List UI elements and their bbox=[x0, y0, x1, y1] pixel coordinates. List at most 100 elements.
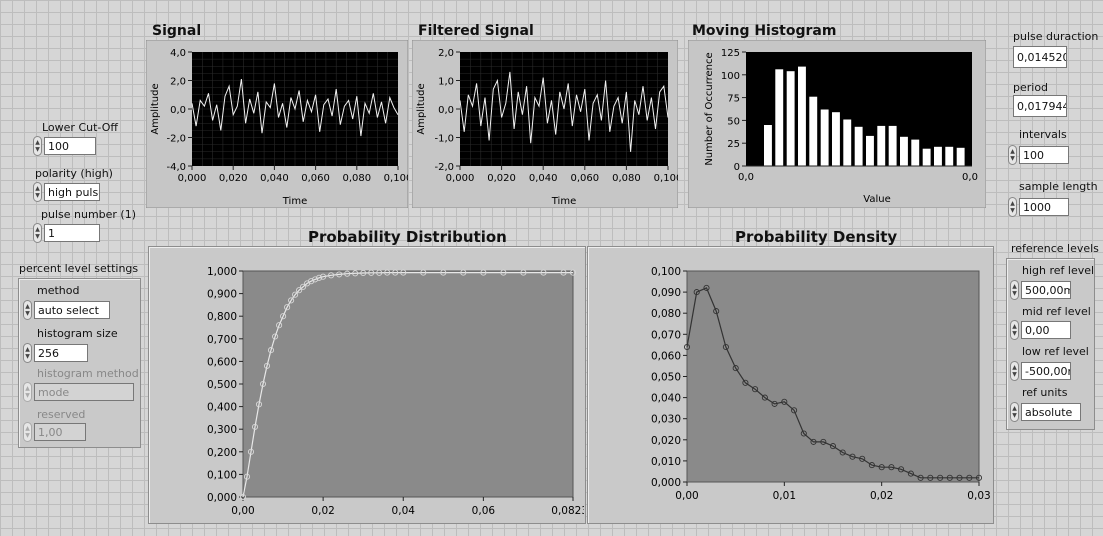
spinner-icon[interactable]: ▲ ▼ bbox=[1008, 145, 1017, 165]
y-tick-label: 1,0 bbox=[438, 77, 454, 88]
data-point bbox=[810, 438, 817, 445]
spinner-icon[interactable]: ▲ ▼ bbox=[1010, 402, 1019, 422]
lower-cutoff-label: Lower Cut-Off bbox=[42, 121, 118, 134]
mid-ref-level-input[interactable]: 0,00 bbox=[1021, 321, 1071, 339]
y-tick-label: 0,900 bbox=[207, 289, 237, 301]
pulse-number-input[interactable]: 1 bbox=[44, 224, 100, 242]
spinner-icon[interactable]: ▲ ▼ bbox=[1008, 197, 1017, 217]
polarity-label: polarity (high) bbox=[35, 167, 113, 180]
lower-cutoff-input[interactable]: 100 bbox=[44, 137, 96, 155]
spinner-icon[interactable]: ▲ ▼ bbox=[33, 223, 42, 243]
polarity-input[interactable]: high pulse bbox=[44, 183, 100, 201]
data-point bbox=[761, 394, 768, 401]
data-point bbox=[859, 455, 866, 462]
x-tick-label: 0,04 bbox=[392, 505, 416, 517]
polarity-control[interactable]: ▲ ▼ high pulse bbox=[33, 182, 100, 202]
data-line bbox=[686, 287, 979, 479]
histogram-method-control: ▲ ▼ mode bbox=[23, 382, 134, 402]
data-point bbox=[791, 407, 798, 414]
sample-length-input[interactable]: 1000 bbox=[1019, 198, 1069, 216]
data-point bbox=[888, 464, 895, 471]
data-point bbox=[693, 289, 700, 296]
high-ref-level-control[interactable]: ▲ ▼ 500,00m bbox=[1010, 280, 1071, 300]
y-tick-label: -4,0 bbox=[166, 162, 186, 173]
ref-units-control[interactable]: ▲ ▼ absolute bbox=[1010, 402, 1081, 422]
lower-cutoff-control[interactable]: ▲ ▼ 100 bbox=[33, 136, 96, 156]
sample-length-control[interactable]: ▲ ▼ 1000 bbox=[1008, 197, 1069, 217]
data-point bbox=[460, 269, 467, 276]
intervals-input[interactable]: 100 bbox=[1019, 146, 1069, 164]
high-ref-level-input[interactable]: 500,00m bbox=[1021, 281, 1071, 299]
y-tick-label: 0 bbox=[734, 162, 740, 173]
method-select[interactable]: auto select bbox=[34, 301, 110, 319]
y-tick-label: 0,000 bbox=[651, 477, 681, 489]
histogram-size-input[interactable]: 256 bbox=[34, 344, 88, 362]
spinner-icon[interactable]: ▲ ▼ bbox=[1010, 320, 1019, 340]
histogram-bar bbox=[843, 119, 852, 166]
data-point bbox=[440, 269, 447, 276]
y-tick-label: 2,0 bbox=[170, 77, 186, 88]
y-tick-label: 0,060 bbox=[651, 350, 681, 362]
y-tick-label: 0,700 bbox=[207, 334, 237, 346]
data-point bbox=[937, 474, 944, 481]
sample-length-label: sample length bbox=[1019, 180, 1098, 193]
y-tick-label: 0,080 bbox=[651, 308, 681, 320]
y-tick-label: 0,000 bbox=[207, 492, 237, 504]
data-point bbox=[560, 269, 567, 276]
histogram-size-control[interactable]: ▲ ▼ 256 bbox=[23, 343, 88, 363]
data-point bbox=[907, 470, 914, 477]
intervals-control[interactable]: ▲ ▼ 100 bbox=[1008, 145, 1069, 165]
data-point bbox=[344, 270, 351, 277]
histogram-bar bbox=[809, 96, 818, 166]
y-tick-label: 0,800 bbox=[207, 311, 237, 323]
histogram-bar bbox=[832, 112, 840, 166]
mid-ref-level-control[interactable]: ▲ ▼ 0,00 bbox=[1010, 320, 1071, 340]
spinner-icon[interactable]: ▲ ▼ bbox=[23, 343, 32, 363]
spinner-icon[interactable]: ▲ ▼ bbox=[1010, 361, 1019, 381]
low-ref-level-control[interactable]: ▲▼ -500,00m bbox=[1010, 361, 1071, 381]
data-point bbox=[247, 448, 255, 455]
x-tick-label: 0,0 bbox=[738, 172, 754, 183]
y-axis-label: Amplitude bbox=[150, 83, 161, 134]
spinner-icon[interactable]: ▲ ▼ bbox=[23, 300, 32, 320]
y-tick-label: 0,100 bbox=[651, 266, 681, 278]
x-tick-label: 0,000 bbox=[446, 173, 475, 184]
data-point bbox=[732, 365, 739, 372]
signal-trace bbox=[459, 71, 669, 152]
data-point bbox=[251, 423, 259, 430]
probability-density-title: Probability Density bbox=[735, 228, 898, 246]
histogram-bar bbox=[956, 147, 965, 166]
data-point bbox=[569, 269, 577, 276]
period-label: period bbox=[1013, 81, 1049, 94]
method-control[interactable]: ▲ ▼ auto select bbox=[23, 300, 110, 320]
histogram-method-select: mode bbox=[34, 383, 134, 401]
data-point bbox=[500, 269, 507, 276]
data-point bbox=[284, 304, 291, 311]
data-point bbox=[480, 269, 487, 276]
data-line bbox=[242, 272, 573, 498]
y-tick-label: -1,0 bbox=[434, 134, 454, 145]
low-ref-level-label: low ref level bbox=[1022, 345, 1089, 358]
y-tick-label: 75 bbox=[727, 94, 740, 105]
pulse-number-control[interactable]: ▲ ▼ 1 bbox=[33, 223, 100, 243]
low-ref-level-input[interactable]: -500,00m bbox=[1021, 362, 1071, 380]
x-tick-label: 0,020 bbox=[487, 173, 516, 184]
spinner-icon[interactable]: ▲ ▼ bbox=[33, 182, 42, 202]
data-point bbox=[336, 271, 343, 278]
data-point bbox=[400, 269, 407, 276]
y-tick-label: 0,010 bbox=[651, 456, 681, 468]
x-tick-label: 0,020 bbox=[219, 173, 248, 184]
probability-density-chart: 0,1000,0900,0800,0700,0600,0500,0400,030… bbox=[651, 266, 991, 502]
x-tick-label: 0,0 bbox=[962, 172, 978, 183]
ref-units-select[interactable]: absolute bbox=[1021, 403, 1081, 421]
pulse-duration-indicator: 0,014520 bbox=[1013, 46, 1067, 68]
reference-levels-title: reference levels bbox=[1011, 242, 1099, 255]
spinner-icon[interactable]: ▲ ▼ bbox=[1010, 280, 1019, 300]
data-point bbox=[683, 343, 691, 351]
data-point bbox=[946, 474, 953, 481]
percent-level-settings-title: percent level settings bbox=[19, 262, 139, 275]
x-axis-label: Time bbox=[551, 196, 576, 207]
x-axis-label: Value bbox=[863, 194, 890, 205]
spinner-icon[interactable]: ▲ ▼ bbox=[33, 136, 42, 156]
